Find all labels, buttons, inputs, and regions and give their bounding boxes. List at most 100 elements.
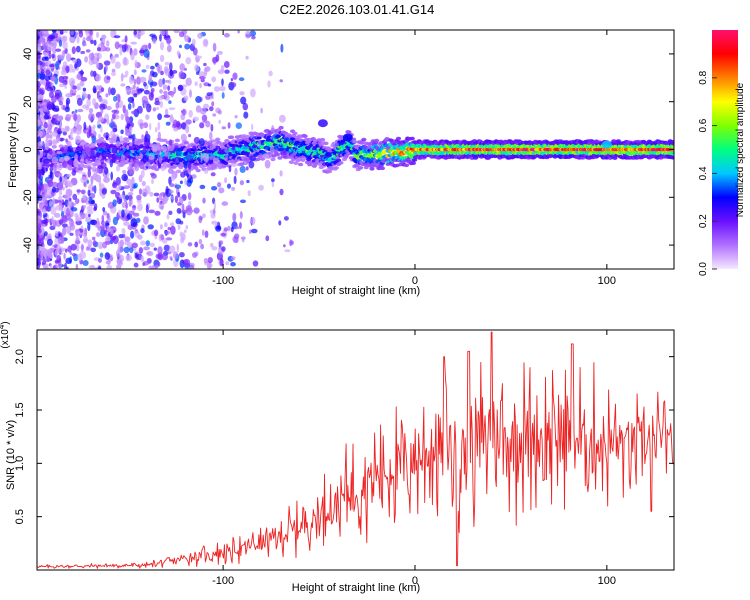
spectrogram-noise-cell — [196, 57, 200, 63]
spectrogram-noise-cell — [85, 49, 91, 53]
spectrogram-noise-cell — [181, 108, 187, 116]
spectrogram-noise-cell — [279, 170, 283, 177]
spectrogram-noise-cell — [175, 147, 182, 157]
spectrogram-noise-cell — [145, 64, 150, 69]
spectrogram-cell — [195, 168, 201, 173]
spectrogram-ridge-cell — [383, 152, 386, 154]
spectrogram-noise-cell — [51, 216, 54, 224]
spectrogram-noise-cell — [46, 128, 50, 135]
spectrogram-noise-cell — [164, 91, 168, 98]
spectrogram-noise-cell — [201, 229, 205, 236]
spectrogram-noise-cell — [171, 173, 175, 182]
spectrogram-noise-cell — [216, 182, 222, 188]
spectrogram-noise-cell — [197, 32, 203, 39]
spectrogram-noise-cell — [133, 230, 139, 235]
spectrogram-cell — [326, 169, 332, 174]
spectrogram-noise-cell — [268, 70, 273, 77]
spectrogram-noise-cell — [200, 152, 203, 162]
spectrogram-noise-cell — [60, 232, 63, 239]
spectrogram-noise-cell — [169, 245, 176, 254]
spectrogram-noise-cell — [62, 61, 68, 67]
spectrogram-noise-cell — [82, 87, 87, 92]
spectrogram-noise-cell — [195, 105, 202, 113]
spectrogram-cell — [229, 135, 235, 139]
spectrogram-noise-cell — [64, 156, 70, 162]
spectrogram-noise-cell — [178, 71, 185, 79]
spectrogram-noise-cell — [48, 50, 52, 60]
spectrogram-cell — [277, 156, 283, 160]
spectrogram-noise-cell — [61, 215, 68, 223]
spectrogram-noise-cell — [231, 186, 236, 191]
spectrogram-noise-cell — [167, 145, 174, 152]
spectrogram-noise-cell — [233, 175, 237, 185]
spectrogram-noise-cell — [54, 212, 61, 218]
spectrogram-noise-cell — [200, 243, 205, 250]
spectrogram-noise-cell — [37, 186, 41, 196]
spectrogram-noise-cell — [133, 48, 138, 56]
spectrogram-noise-cell — [45, 139, 50, 147]
spectrogram-noise-cell — [122, 170, 127, 174]
spectrogram-noise-cell — [173, 86, 177, 94]
spectrogram-noise-cell — [249, 30, 257, 37]
spectrogram-noise-cell — [104, 65, 108, 72]
spectrogram-noise-cell — [58, 75, 65, 83]
spectrogram-noise-cell — [111, 157, 117, 163]
spectrogram-cell — [298, 162, 304, 167]
spectrogram-noise-cell — [114, 41, 120, 50]
spectrogram-noise-cell — [271, 181, 275, 188]
spectrogram-noise-cell — [188, 133, 192, 138]
spectrogram-noise-cell — [207, 257, 213, 264]
spectrogram-noise-cell — [176, 158, 179, 164]
spectrogram-noise-cell — [103, 176, 110, 183]
spectrogram-noise-cell — [143, 246, 151, 251]
spectrogram-noise-cell — [41, 62, 46, 67]
spectrogram-noise-cell — [189, 209, 194, 213]
spectrogram-ridge-cell — [283, 139, 285, 141]
spectrogram-noise-cell — [79, 228, 84, 233]
spectrogram-noise-cell — [111, 113, 116, 120]
spectrogram-noise-cell — [62, 223, 68, 228]
spectrogram-noise-cell — [37, 101, 40, 105]
spectrogram-noise-cell — [145, 204, 149, 214]
spectrogram-noise-cell — [125, 131, 132, 137]
spectrogram-noise-cell — [55, 113, 60, 121]
spectrogram-noise-cell — [70, 243, 77, 251]
spectrogram-noise-cell — [76, 97, 83, 106]
spectrogram-noise-cell — [137, 105, 143, 114]
spectrogram-noise-cell — [101, 188, 107, 195]
spectrogram-noise-cell — [38, 172, 41, 180]
spectrogram-noise-cell — [239, 211, 243, 219]
spectrogram-noise-cell — [188, 110, 193, 118]
spectrogram-noise-cell — [111, 71, 116, 77]
spectrogram-noise-cell — [76, 35, 80, 44]
spectrogram-noise-cell — [64, 85, 67, 90]
spectrogram-noise-cell — [124, 236, 131, 243]
spectrogram-noise-cell — [175, 218, 182, 225]
spectrogram-noise-cell — [109, 158, 114, 168]
spectrogram-noise-cell — [56, 244, 61, 250]
spectrogram-noise-cell — [232, 212, 237, 222]
spectrogram-noise-cell — [212, 113, 217, 117]
spectrogram-noise-cell — [157, 246, 163, 255]
spectrogram-cell — [346, 130, 352, 134]
spectrogram-noise-cell — [119, 159, 126, 167]
spectrogram-noise-cell — [165, 121, 171, 126]
spectrogram-noise-cell — [54, 92, 60, 100]
spectrogram-noise-cell — [165, 30, 169, 37]
spectrogram-noise-cell — [130, 218, 138, 228]
spectrogram-noise-cell — [84, 56, 89, 63]
spectrogram-noise-cell — [58, 54, 62, 61]
spectrogram-noise-cell — [179, 63, 185, 71]
spectrogram-noise-cell — [111, 134, 117, 143]
spectrogram-noise-cell — [149, 122, 152, 131]
spectrogram-noise-cell — [169, 116, 175, 123]
spectrogram-noise-cell — [131, 242, 138, 249]
spectrogram-noise-cell — [120, 129, 124, 135]
spectrogram-noise-cell — [178, 198, 184, 204]
spectrogram-ridge-cell — [412, 148, 414, 150]
spectrogram-noise-cell — [218, 240, 224, 246]
spectrogram-noise-cell — [114, 53, 119, 58]
spectrogram-noise-cell — [102, 241, 108, 249]
spectrogram-noise-cell — [249, 229, 252, 234]
spectrogram-noise-cell — [88, 265, 95, 269]
